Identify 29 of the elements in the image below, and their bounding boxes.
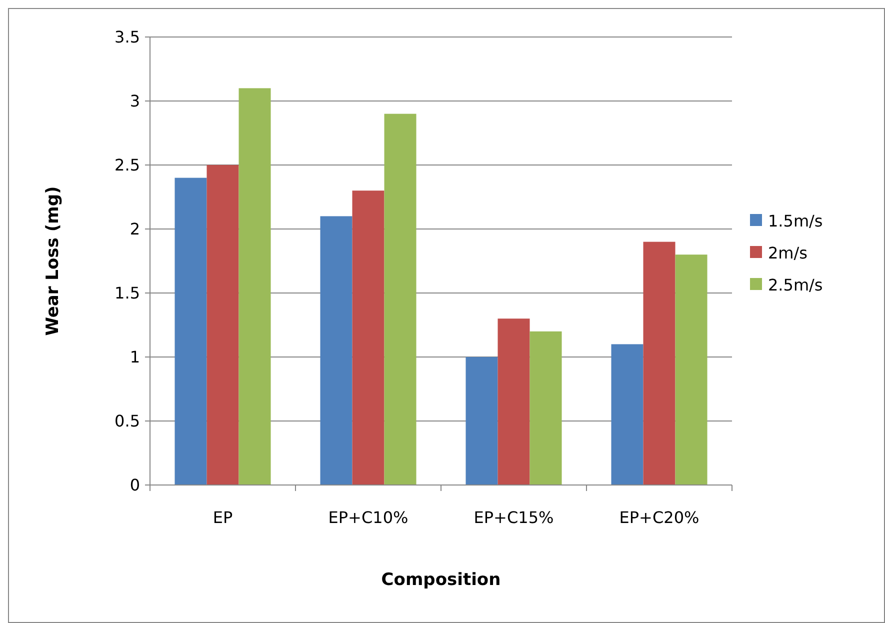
legend-label: 2.5m/s	[768, 276, 823, 295]
x-tick-label: EP	[212, 508, 233, 527]
bar	[174, 178, 207, 485]
bar	[238, 88, 271, 485]
bar	[643, 242, 676, 485]
bar	[530, 331, 562, 485]
y-tick-label: 3	[130, 92, 140, 111]
y-tick-label: 2	[130, 220, 140, 239]
bar	[206, 165, 239, 485]
x-tick-label: EP+C15%	[474, 508, 554, 527]
bar	[498, 318, 530, 485]
y-tick-label: 0.5	[114, 412, 140, 431]
y-tick-label: 0	[130, 476, 140, 495]
y-tick-label: 1.5	[114, 284, 140, 303]
bar	[466, 357, 498, 485]
bar	[384, 114, 416, 485]
bar	[611, 344, 644, 485]
x-axis-title: Composition	[381, 570, 501, 590]
bar	[320, 216, 352, 485]
y-tick-label: 1	[130, 348, 140, 367]
bar	[352, 190, 384, 485]
y-tick-label: 3.5	[114, 28, 140, 47]
y-tick-label: 2.5	[114, 156, 140, 175]
x-tick-label: EP+C10%	[328, 508, 408, 527]
legend-label: 1.5m/s	[768, 212, 823, 231]
x-tick-label: EP+C20%	[619, 508, 700, 527]
bar	[675, 254, 708, 485]
legend-label: 2m/s	[768, 244, 808, 263]
y-axis-title: Wear Loss (mg)	[43, 186, 63, 336]
